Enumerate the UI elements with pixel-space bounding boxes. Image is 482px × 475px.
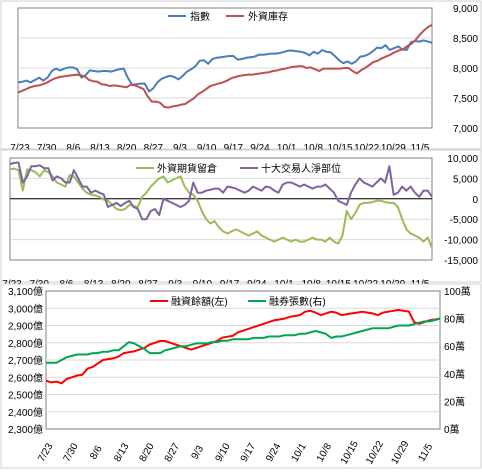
top-x-tick-label: 7/30	[37, 143, 57, 154]
bottom-series-line-0	[45, 309, 441, 385]
top-x-axis-labels: 7/23 7/30 8/6 8/13 8/20 8/27 9/3 9/10 9/17 9/24 10…	[10, 143, 430, 154]
top-x-tick-label: 10/1	[277, 143, 297, 154]
top-gridlines	[18, 37, 432, 99]
middle-gridlines	[10, 177, 432, 241]
bottom-gridlines	[46, 307, 440, 413]
middle-y-tick-label: -5,000	[450, 215, 479, 226]
legend-label-futures-oi: 外資期貨留倉	[157, 162, 217, 175]
top-x-tick-label: 9/17	[224, 143, 244, 154]
top-x-tick-label: 9/3	[173, 143, 187, 154]
top-x-tick-label: 10/22	[354, 143, 379, 154]
top-legend: 指數 外資庫存	[168, 10, 288, 23]
middle-series-lines	[9, 161, 433, 249]
top-x-tick-label: 11/5	[411, 143, 430, 154]
legend-label-margin-balance: 融資餘額(左)	[171, 295, 228, 308]
bottom-y-tick-label: 2,900億	[8, 320, 43, 333]
middle-y-tick-label: -15,000	[444, 256, 478, 267]
bottom-series-line-1	[46, 317, 441, 364]
bottom-legend: 融資餘額(左) 融券張數(右)	[150, 295, 326, 308]
top-x-tick-label: 7/23	[10, 143, 30, 154]
bottom-y2-tick-label: 20萬	[444, 395, 465, 408]
bottom-chart: 2,300億 2,400億 2,500億 2,600億 2,700億 2,800億 2,90…	[0, 283, 482, 469]
top-y-tick-label: 8,500	[453, 34, 478, 45]
bottom-y2-tick-label: 0萬	[444, 423, 460, 436]
top-y-tick-label: 8,000	[453, 64, 478, 75]
top-y-tick-label: 7,500	[453, 94, 478, 105]
middle-series-line-0	[9, 167, 433, 249]
top-x-tick-label: 10/15	[327, 143, 352, 154]
top-x-tick-label: 8/13	[90, 143, 110, 154]
legend-label-top10-net: 十大交易人淨部位	[261, 162, 341, 175]
bottom-y-tick-label: 2,300億	[8, 423, 43, 436]
bottom-y-tick-label: 2,600億	[8, 371, 43, 384]
bottom-y2-tick-label: 40萬	[444, 368, 465, 381]
top-x-tick-label: 8/20	[117, 143, 137, 154]
middle-y-axis-labels: -15,000 -10,000 -5,000 0 5,000 10,000	[444, 154, 478, 267]
middle-series-line-1	[9, 161, 433, 221]
bottom-y2-tick-label: 100萬	[444, 285, 471, 298]
middle-y-tick-label: -10,000	[444, 236, 478, 247]
bottom-y-tick-label: 3,100億	[8, 285, 43, 298]
top-series-line-0	[17, 39, 433, 93]
bottom-y-tick-label: 3,000億	[8, 302, 43, 315]
top-series-line-1	[17, 23, 433, 109]
bottom-y2-axis-labels: 0萬 20萬 40萬 60萬 80萬 100萬	[444, 285, 471, 436]
top-y-tick-label: 7,000	[453, 124, 478, 135]
top-x-tick-label: 9/10	[197, 143, 217, 154]
top-x-tick-label: 10/29	[381, 143, 406, 154]
bottom-y-axis-labels: 2,300億 2,400億 2,500億 2,600億 2,700億 2,800億 2,90…	[8, 285, 43, 436]
bottom-y-tick-label: 2,500億	[8, 389, 43, 402]
top-y-axis-labels: 7,000 7,500 8,000 8,500 9,000	[453, 4, 478, 135]
bottom-y2-tick-label: 80萬	[444, 313, 465, 326]
top-series-lines	[17, 23, 433, 109]
legend-label-foreign-holdings: 外資庫存	[248, 10, 288, 23]
middle-y-tick-label: 10,000	[447, 154, 478, 165]
top-x-tick-label: 8/27	[144, 143, 164, 154]
bottom-y2-tick-label: 60萬	[444, 340, 465, 353]
middle-legend: 外資期貨留倉 十大交易人淨部位	[136, 162, 341, 175]
bottom-y-tick-label: 2,700億	[8, 354, 43, 367]
top-x-tick-label: 10/8	[304, 143, 324, 154]
legend-label-index: 指數	[190, 10, 210, 23]
top-x-tick-label: 8/6	[66, 143, 80, 154]
middle-y-tick-label: 0	[472, 195, 478, 206]
middle-plot-area	[9, 157, 433, 261]
top-chart: 7,000 7,500 8,000 8,500 9,000 7/23 7/30 8/6 8/1…	[0, 0, 482, 154]
bottom-series-lines	[45, 309, 441, 385]
top-x-tick-label: 9/24	[250, 143, 270, 154]
bottom-y-tick-label: 2,800億	[8, 337, 43, 350]
middle-y-tick-label: 5,000	[453, 174, 478, 185]
legend-label-short-count: 融券張數(右)	[269, 295, 326, 308]
bottom-y-tick-label: 2,400億	[8, 406, 43, 419]
top-y-tick-label: 9,000	[453, 4, 478, 15]
